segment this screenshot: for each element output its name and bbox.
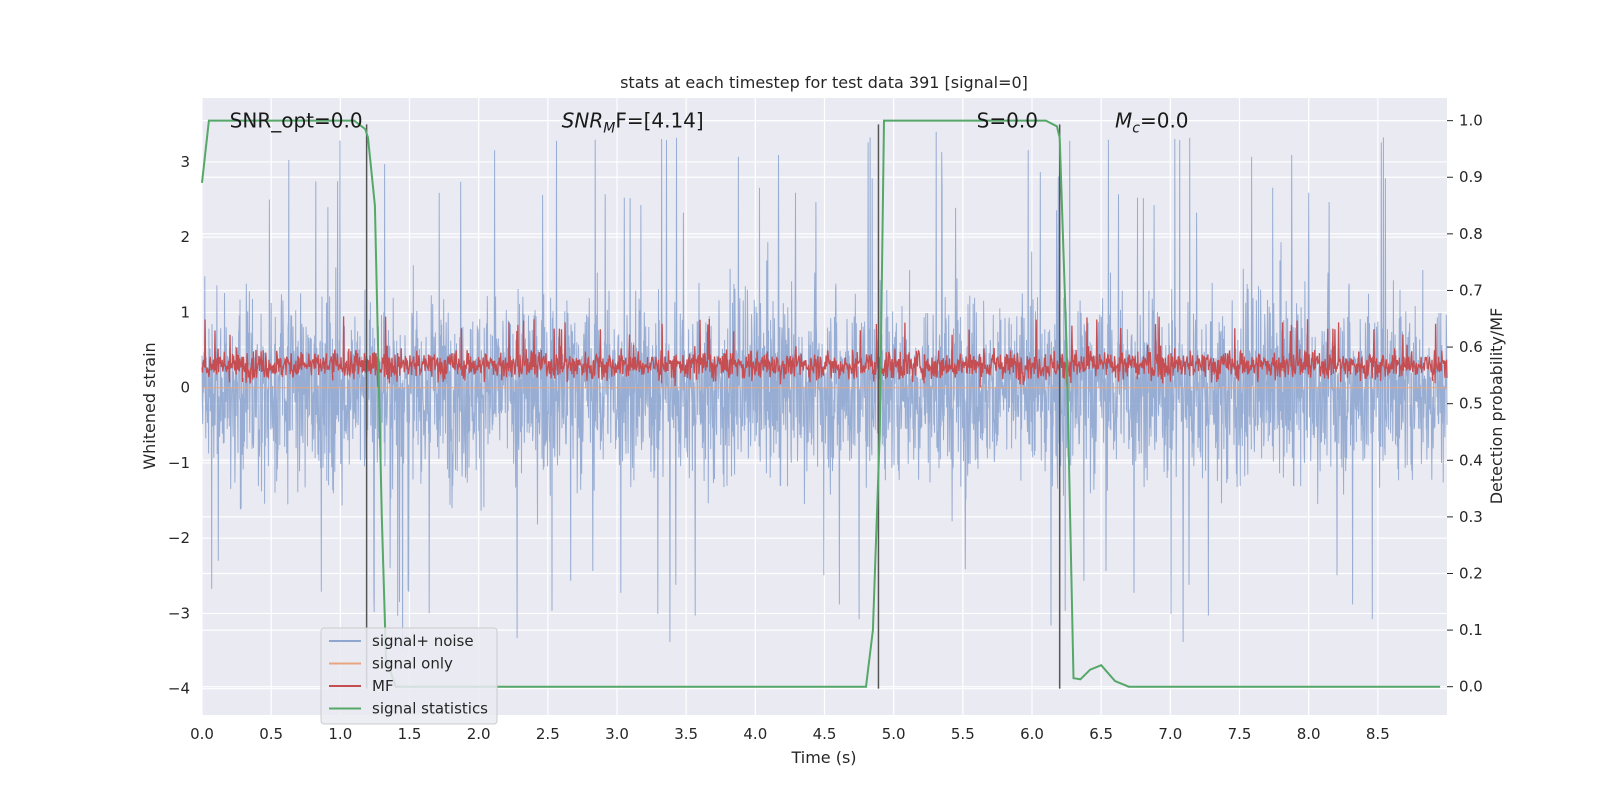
y-right-tick-label: 1.0 [1459,112,1483,130]
x-tick-label: 2.5 [536,725,560,743]
x-tick-label: 0.5 [259,725,283,743]
x-tick-label: 3.5 [674,725,698,743]
x-tick-label: 6.0 [1020,725,1044,743]
x-tick-label: 2.0 [467,725,491,743]
y-right-tick-label: 0.3 [1459,508,1483,526]
x-tick-label: 3.0 [605,725,629,743]
y-right-tick-label: 0.5 [1459,395,1483,413]
signal-statistics-line [201,119,1441,688]
y-right-tick-labels: 0.0 0.1 0.2 0.3 0.4 0.5 0.6 0.7 0.8 0.9 1.0 [1447,112,1483,696]
legend-label-1: signal only [372,655,453,673]
mf-line [201,316,1448,388]
annotation-0: SNR_opt=0.0 [230,109,363,133]
signal-statistics-series [201,119,1441,688]
x-tick-label: 7.5 [1228,725,1252,743]
x-tick-label: 1.5 [398,725,422,743]
x-tick-label: 4.5 [813,725,837,743]
y-tick-label: −2 [168,529,190,547]
annotation-2: S=0.0 [977,109,1038,133]
y-right-tick-label: 0.7 [1459,281,1483,299]
y-right-tick-label: 0.2 [1459,564,1483,582]
y-right-tick-label: 0.4 [1459,451,1483,469]
legend-box [320,627,498,725]
y-right-tick-label: 0.0 [1459,678,1483,696]
x-tick-label: 8.0 [1297,725,1321,743]
mf-series [201,316,1448,388]
x-tick-labels: 0.0 0.5 1.0 1.5 2.0 2.5 3.0 3.5 4.0 4.5 5.0 5.5 6.0 6… [190,725,1390,743]
x-tick-label: 5.0 [882,725,906,743]
chart-title: stats at each timestep for test data 391… [620,73,1028,92]
y-tick-labels: −4 −3 −2 −1 0 1 2 3 [168,153,190,698]
legend-label-3: signal statistics [372,700,488,718]
x-tick-label: 6.5 [1089,725,1113,743]
y-right-tick-label: 0.6 [1459,338,1483,356]
y-tick-label: −1 [168,454,190,472]
x-axis-label: Time (s) [790,748,856,767]
y-axis-label: Whitened strain [140,342,159,469]
annotations: SNR_opt=0.0 SNRMF=[4.14] S=0.0 Mc=0.0 [230,109,1189,137]
y-tick-label: 3 [180,153,190,171]
annotation-3: Mc=0.0 [1115,109,1189,137]
y-right-axis-label: Detection probability/MF [1487,308,1506,505]
x-tick-label: 8.5 [1366,725,1390,743]
y-tick-label: −3 [168,604,190,622]
x-tick-label: 1.0 [328,725,352,743]
x-tick-label: 5.5 [951,725,975,743]
x-tick-label: 4.0 [743,725,767,743]
y-tick-label: 1 [180,303,190,321]
legend-label-2: MF [372,677,394,695]
x-tick-label: 0.0 [190,725,214,743]
y-right-tick-label: 0.1 [1459,621,1483,639]
y-tick-label: 2 [180,228,190,246]
y-tick-label: −4 [168,680,190,698]
x-tick-label: 7.0 [1158,725,1182,743]
y-right-tick-label: 0.9 [1459,168,1483,186]
annotation-1: SNRMF=[4.14] [562,109,704,137]
y-tick-label: 0 [180,379,190,397]
vertical-markers [365,124,1061,689]
legend-label-0: signal+ noise [372,632,474,650]
y-right-tick-label: 0.8 [1459,225,1483,243]
legend: signal+ noise signal only MF signal statist… [320,627,498,725]
